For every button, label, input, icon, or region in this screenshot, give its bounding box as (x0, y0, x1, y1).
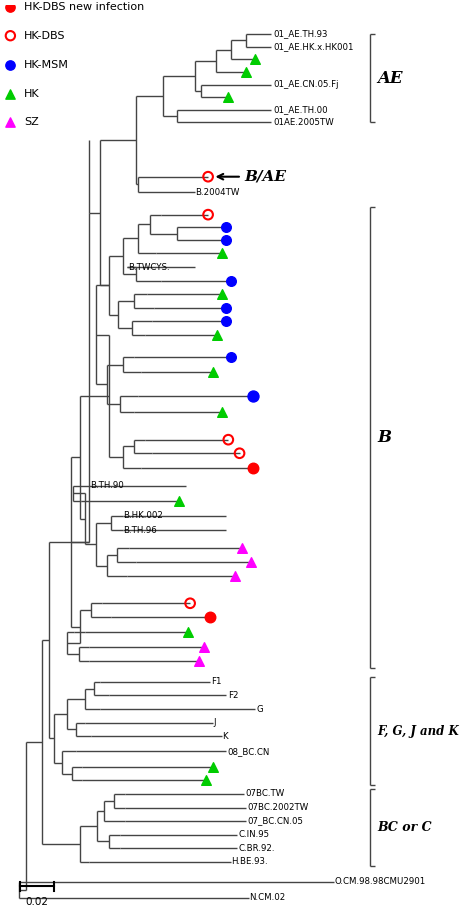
Text: J: J (213, 718, 216, 727)
Point (207, 609, 214, 624)
Point (231, 568, 239, 583)
Text: B.2004TW: B.2004TW (195, 188, 240, 197)
Text: K: K (222, 732, 228, 741)
Text: B.TWCYS.: B.TWCYS. (128, 262, 170, 271)
Text: AE: AE (377, 69, 403, 87)
Point (249, 389, 257, 404)
Text: F, G, J and K: F, G, J and K (377, 724, 459, 738)
Text: B.HK.002: B.HK.002 (124, 511, 164, 520)
Text: C.IN.95: C.IN.95 (238, 830, 269, 839)
Point (209, 760, 216, 774)
Text: 07BC.TW: 07BC.TW (245, 790, 284, 798)
Point (186, 596, 194, 610)
Point (218, 245, 225, 260)
Point (200, 640, 208, 654)
Point (7, 28, 14, 43)
Point (222, 232, 230, 247)
Text: G: G (256, 704, 264, 713)
Text: 07_BC.CN.05: 07_BC.CN.05 (247, 816, 303, 825)
Point (225, 433, 232, 447)
Point (195, 654, 203, 669)
Point (225, 90, 232, 105)
Text: HK-DBS: HK-DBS (24, 31, 65, 41)
Point (7, 0, 14, 14)
Text: 01_AE.HK.x.HK001: 01_AE.HK.x.HK001 (273, 42, 354, 51)
Text: B: B (377, 429, 392, 446)
Point (222, 220, 230, 235)
Point (249, 460, 257, 475)
Text: B.TH.96: B.TH.96 (124, 526, 157, 535)
Text: B/AE: B/AE (244, 169, 286, 184)
Text: 08_BC.CN: 08_BC.CN (227, 747, 269, 756)
Point (252, 52, 259, 67)
Point (204, 208, 212, 222)
Point (222, 301, 230, 315)
Text: HK-MSM: HK-MSM (24, 59, 69, 69)
Point (247, 555, 255, 569)
Text: 01_AE.CN.05.Fj: 01_AE.CN.05.Fj (273, 80, 339, 89)
Text: C.BR.92.: C.BR.92. (238, 844, 275, 853)
Text: F1: F1 (211, 678, 221, 686)
Point (184, 625, 191, 640)
Text: HK: HK (24, 88, 39, 98)
Point (218, 404, 225, 419)
Point (227, 273, 234, 288)
Text: 0.02: 0.02 (26, 897, 49, 907)
Point (7, 57, 14, 72)
Text: 07BC.2002TW: 07BC.2002TW (247, 803, 309, 812)
Text: N.CM.02: N.CM.02 (249, 894, 286, 903)
Text: HK-DBS new infection: HK-DBS new infection (24, 2, 144, 12)
Point (209, 364, 216, 379)
Point (213, 328, 221, 343)
Text: 01_AE.TH.00: 01_AE.TH.00 (273, 106, 328, 114)
Point (7, 87, 14, 101)
Text: 01AE.2005TW: 01AE.2005TW (273, 118, 334, 127)
Point (243, 65, 250, 79)
Point (202, 773, 210, 788)
Point (175, 494, 182, 508)
Point (227, 350, 234, 364)
Point (222, 314, 230, 329)
Text: F2: F2 (228, 691, 239, 700)
Text: 01_AE.TH.93: 01_AE.TH.93 (273, 29, 328, 38)
Text: SZ: SZ (24, 118, 38, 128)
Text: H.BE.93.: H.BE.93. (231, 857, 268, 866)
Point (218, 287, 225, 302)
Point (238, 541, 246, 556)
Text: B.TH.90: B.TH.90 (90, 481, 124, 490)
Text: O.CM.98.98CMU2901: O.CM.98.98CMU2901 (335, 877, 426, 886)
Point (236, 446, 243, 461)
Text: BC or C: BC or C (377, 822, 432, 834)
Point (204, 169, 212, 184)
Point (7, 115, 14, 129)
